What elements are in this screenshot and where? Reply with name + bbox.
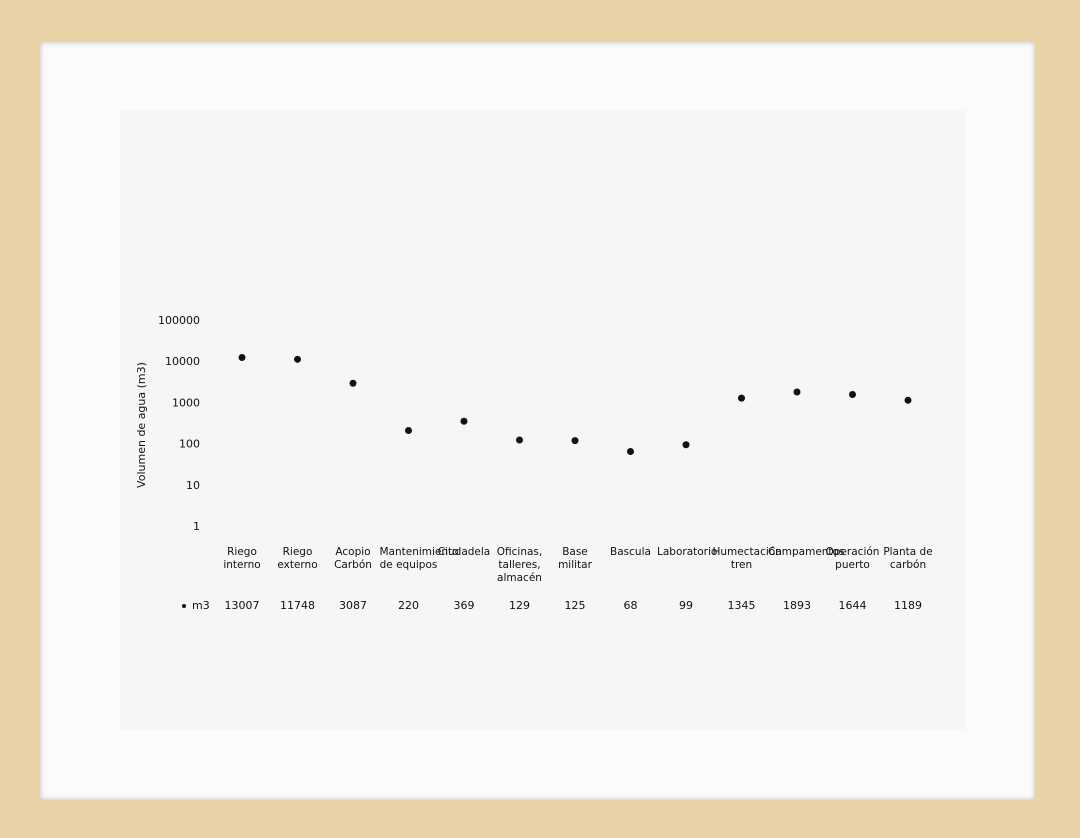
- category-label: Planta de carbón: [883, 546, 933, 571]
- y-tick-label: 100: [179, 438, 200, 451]
- table-value: 369: [454, 599, 475, 612]
- data-point: [682, 441, 690, 449]
- category-label: Oficinas, talleres, almacén: [496, 546, 543, 584]
- category-label: Mantenimiento de equipos: [379, 546, 459, 571]
- table-value: 99: [679, 599, 693, 612]
- table-value: 68: [624, 599, 638, 612]
- table-value: 11748: [280, 599, 315, 612]
- data-point: [571, 437, 579, 445]
- table-value: 125: [565, 599, 586, 612]
- y-tick-label: 100000: [158, 314, 200, 327]
- data-point: [627, 448, 634, 456]
- y-tick-label: 10000: [165, 355, 200, 368]
- table-value: 1893: [783, 599, 811, 612]
- table-value: 129: [509, 599, 530, 612]
- data-point: [516, 436, 523, 444]
- table-value: 3087: [339, 599, 367, 612]
- y-tick-label: 1000: [172, 396, 200, 409]
- data-point: [793, 388, 801, 396]
- category-label: Riego externo: [277, 546, 318, 571]
- data-point: [294, 355, 301, 363]
- data-point: [849, 391, 856, 399]
- table-value: 220: [398, 599, 419, 612]
- table-value: 1345: [728, 599, 756, 612]
- paper: [120, 110, 965, 730]
- table-value: 1189: [894, 599, 922, 612]
- category-label: Bascula: [610, 546, 651, 558]
- category-label: Base militar: [558, 546, 592, 571]
- data-point: [238, 353, 246, 361]
- table-value: 1644: [839, 599, 867, 612]
- category-label: Ciudadela: [437, 546, 491, 558]
- data-point: [738, 394, 745, 402]
- legend-label: m3: [192, 599, 210, 612]
- table-value: 13007: [225, 599, 260, 612]
- data-point: [460, 417, 468, 425]
- category-label: Campamentos: [768, 546, 845, 558]
- category-label: Acopio Carbón: [334, 546, 372, 571]
- y-tick-label: 1: [193, 520, 200, 533]
- category-label: Humectación tren: [712, 546, 782, 571]
- category-label: Laboratorio: [657, 546, 718, 558]
- category-label: Operación puerto: [825, 546, 880, 571]
- data-point: [405, 426, 412, 434]
- data-point: [349, 379, 357, 387]
- category-label: Riego interno: [223, 546, 261, 571]
- y-tick-label: 10: [186, 479, 200, 492]
- y-axis-label: Volumen de agua (m3): [135, 362, 148, 488]
- data-point: [904, 396, 912, 404]
- legend-marker: [182, 604, 186, 608]
